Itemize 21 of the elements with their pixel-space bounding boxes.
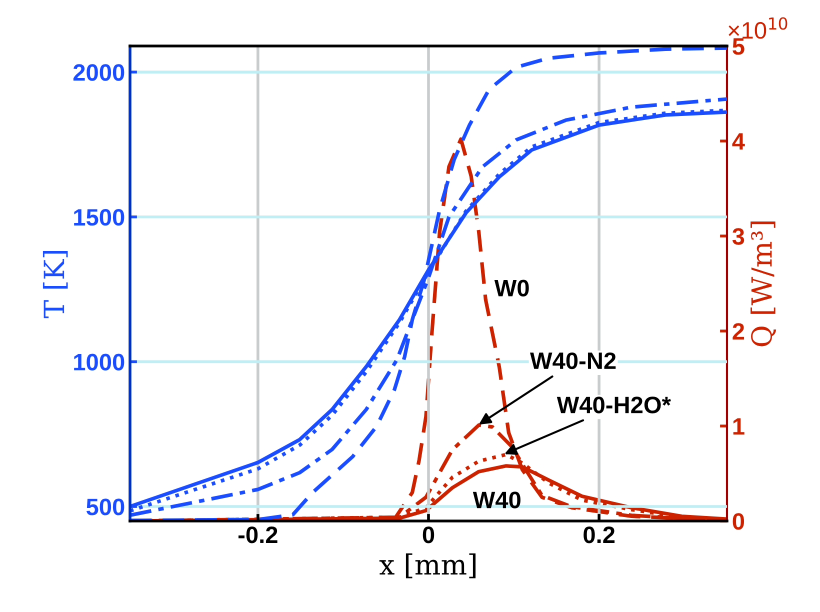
x-tick-label: -0.2 <box>238 526 278 544</box>
y-axis-title: T [K] <box>42 250 68 318</box>
y-tick-label: 500 <box>86 498 124 516</box>
annotation: W40-N2 <box>530 352 616 370</box>
annotation: W0 <box>494 280 529 296</box>
y2-tick-label: 3 <box>732 228 744 245</box>
y2-axis-title: Q [W/m³] <box>750 222 776 346</box>
annotation: W40 <box>472 492 520 508</box>
annotation: W40-H2O* <box>556 396 671 414</box>
x-tick-label: 0 <box>422 526 434 544</box>
y2-tick-label: 1 <box>733 418 744 435</box>
y-tick-label: 1500 <box>74 208 124 226</box>
y2-tick-label: 2 <box>732 323 744 340</box>
y2-tick-label: 5 <box>732 38 744 55</box>
x-axis-title: x [mm] <box>379 553 476 578</box>
y-tick-label: 1000 <box>74 354 124 370</box>
x-tick-label: 0.2 <box>584 526 615 544</box>
y2-tick-label: 0 <box>732 513 744 530</box>
y2-tick-label: 4 <box>732 133 745 150</box>
y-tick-label: 2000 <box>73 64 124 81</box>
text: ×10$^{10}$ <box>728 17 788 39</box>
